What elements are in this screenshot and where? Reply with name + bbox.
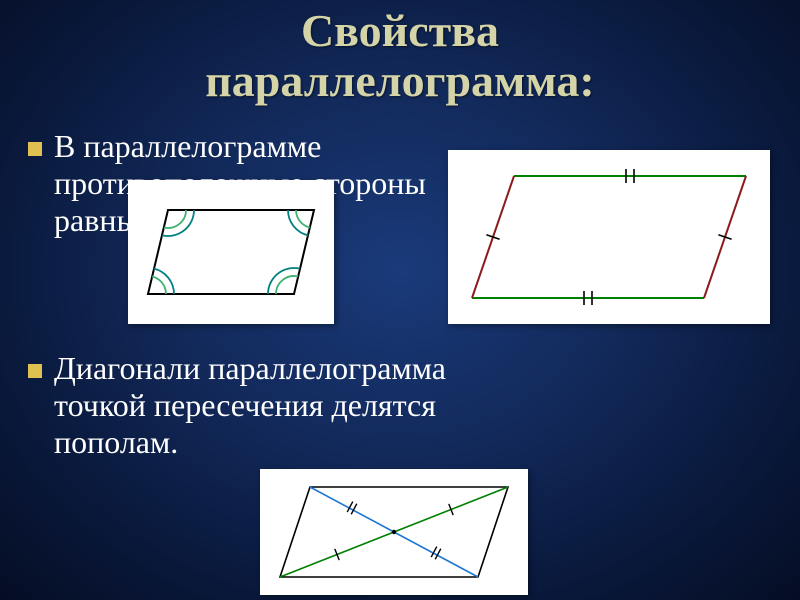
figure-angle-arcs	[128, 180, 334, 324]
figure-side-ticks	[448, 150, 770, 324]
title-line-2: параллелограмма:	[205, 55, 594, 106]
bullet-2-line-1: Диагонали параллелограмма	[54, 350, 446, 386]
bullet-1-line-1: В параллелограмме	[54, 128, 321, 164]
bullet-2-line-2: точкой пересечения делятся	[54, 387, 436, 423]
parallelogram-diagonals-svg	[260, 469, 528, 595]
bullet-item-2: Диагонали параллелограмма точкой пересеч…	[0, 350, 446, 460]
bullet-marker-icon	[28, 364, 42, 378]
title-line-1: Свойства	[301, 5, 499, 56]
bullet-text-2: Диагонали параллелограмма точкой пересеч…	[54, 350, 446, 460]
slide-title: Свойства параллелограмма:	[0, 0, 800, 105]
figure-diagonals	[260, 469, 528, 595]
slide: Свойства параллелограмма: В параллелогра…	[0, 0, 800, 600]
parallelogram-sides-svg	[448, 150, 770, 324]
bullet-marker-icon	[28, 142, 42, 156]
bullet-2-line-3: пополам.	[54, 424, 178, 460]
parallelogram-arcs-svg	[128, 180, 334, 324]
